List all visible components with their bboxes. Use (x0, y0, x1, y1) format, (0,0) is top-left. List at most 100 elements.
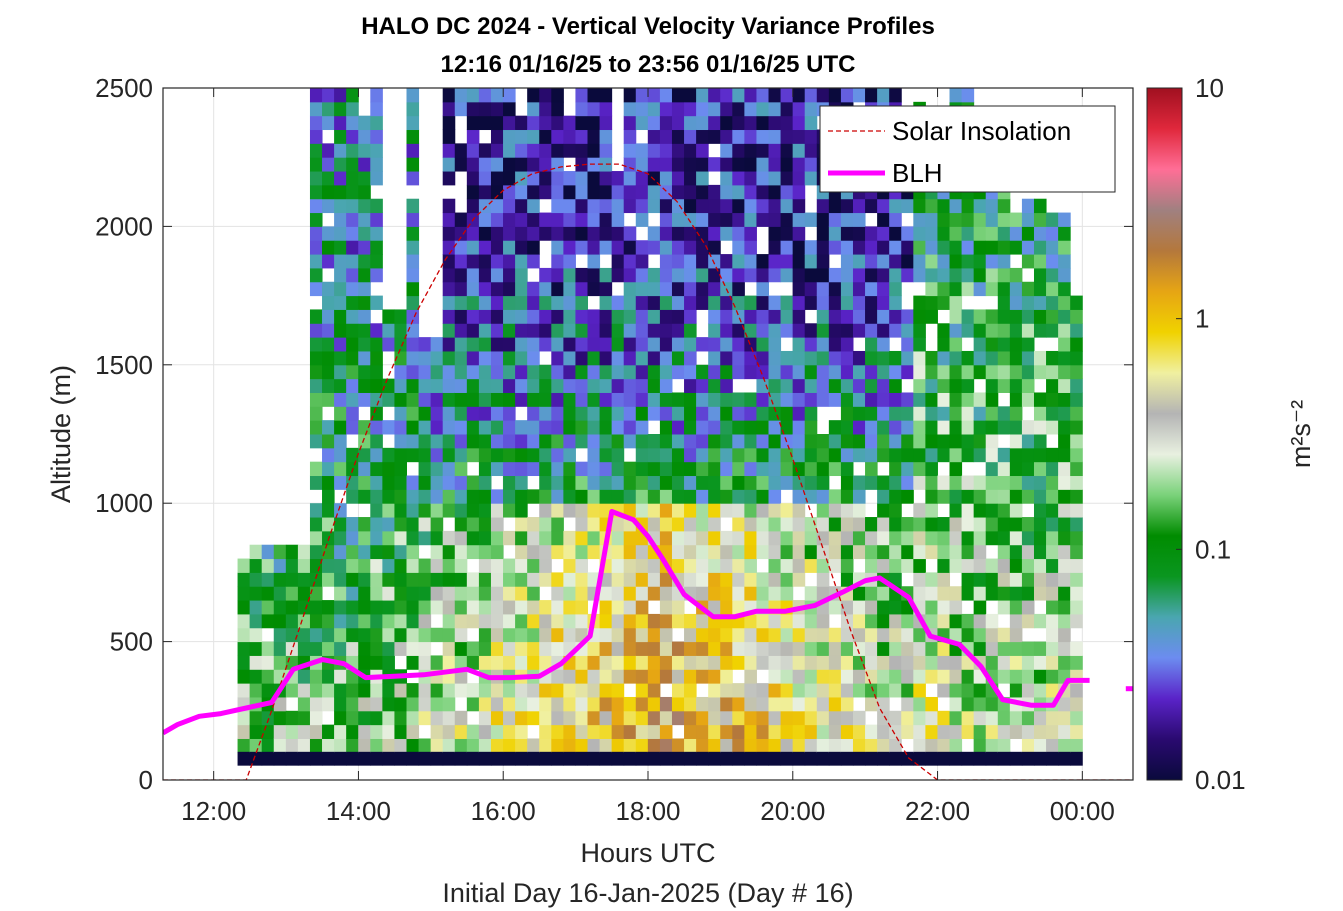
heatmap-cell (1070, 586, 1083, 601)
heatmap-cell (1058, 226, 1071, 241)
heatmap-cell (756, 517, 770, 532)
heatmap-cell (1009, 586, 1023, 601)
heatmap-cell (768, 129, 782, 144)
heatmap-cell (804, 751, 818, 766)
heatmap-cell (309, 751, 323, 766)
heatmap-cell (684, 115, 697, 131)
heatmap-cell (973, 600, 987, 615)
heatmap-cell (684, 461, 697, 477)
heatmap-cell (732, 683, 745, 698)
heatmap-cell (515, 350, 528, 366)
heatmap-cell (828, 392, 842, 407)
heatmap-cell (466, 613, 480, 629)
heatmap-cell (334, 544, 347, 560)
heatmap-cell (852, 434, 866, 449)
heatmap-cell (816, 572, 830, 587)
heatmap-cell (877, 655, 890, 670)
heatmap-cell (1058, 309, 1071, 324)
heatmap-cell (563, 461, 576, 477)
heatmap-cell (792, 281, 806, 297)
heatmap-cell (478, 267, 492, 283)
heatmap-cell (382, 309, 395, 324)
heatmap-cell (358, 212, 371, 227)
heatmap-cell (1033, 240, 1047, 255)
heatmap-cell (1058, 406, 1071, 421)
heatmap-cell (780, 350, 794, 366)
heatmap-cell (454, 434, 468, 449)
heatmap-cell (309, 171, 323, 186)
heatmap-cell (563, 129, 576, 144)
heatmap-cell (346, 751, 359, 766)
heatmap-cell (889, 489, 902, 504)
heatmap-cell (635, 724, 649, 739)
heatmap-cell (478, 364, 492, 380)
heatmap-cell (913, 392, 926, 407)
heatmap-cell (1021, 489, 1035, 504)
heatmap-cell (322, 184, 335, 200)
heatmap-cell (503, 115, 516, 131)
heatmap-cell (358, 710, 371, 726)
heatmap-cell (539, 337, 552, 352)
heatmap-cell (539, 129, 552, 144)
heatmap-cell (1070, 641, 1083, 656)
heatmap-cell (901, 198, 914, 214)
heatmap-cell (659, 323, 673, 338)
heatmap-cell (1046, 461, 1059, 477)
heatmap-cell (587, 669, 601, 684)
heatmap-cell (671, 129, 685, 144)
heatmap-cell (515, 655, 528, 670)
heatmap-cell (1021, 724, 1035, 739)
heatmap-cell (515, 157, 528, 172)
heatmap-cell (816, 655, 830, 670)
heatmap-cell (575, 115, 589, 131)
heatmap-cell (997, 517, 1011, 532)
heatmap-cell (804, 641, 818, 656)
heatmap-cell (647, 447, 661, 463)
heatmap-cell (563, 378, 576, 393)
heatmap-cell (840, 337, 854, 352)
heatmap-cell (671, 751, 685, 766)
heatmap-cell (563, 710, 576, 726)
heatmap-cell (418, 641, 432, 656)
heatmap-cell (780, 143, 794, 158)
heatmap-cell (297, 600, 311, 615)
heatmap-cell (792, 434, 806, 449)
heatmap-cell (611, 309, 625, 324)
heatmap-cell (780, 655, 794, 670)
heatmap-cell (816, 447, 830, 463)
heatmap-cell (768, 267, 782, 283)
heatmap-cell (1070, 447, 1083, 463)
heatmap-cell (1021, 198, 1035, 214)
heatmap-cell (889, 710, 902, 726)
heatmap-cell (273, 613, 287, 629)
heatmap-cell (358, 254, 371, 269)
heatmap-cell (684, 295, 697, 310)
heatmap-cell (961, 475, 975, 490)
heatmap-cell (551, 115, 564, 131)
heatmap-cell (865, 517, 878, 532)
heatmap-cell (901, 461, 914, 477)
heatmap-cell (720, 558, 733, 573)
heatmap-cell (877, 627, 890, 643)
heatmap-cell (997, 461, 1011, 477)
heatmap-cell (1070, 420, 1083, 435)
heatmap-cell (816, 544, 830, 560)
heatmap-cell (732, 171, 745, 186)
heatmap-cell (671, 517, 685, 532)
heatmap-cell (515, 171, 528, 186)
heatmap-cell (466, 254, 480, 269)
heatmap-cell (563, 115, 576, 131)
heatmap-cell (334, 696, 347, 712)
heatmap-cell (490, 655, 504, 670)
heatmap-cell (575, 655, 589, 670)
heatmap-cell (985, 198, 999, 214)
heatmap-cell (430, 420, 444, 435)
heatmap-cell (563, 503, 576, 518)
heatmap-cell (466, 586, 480, 601)
heatmap-cell (901, 696, 914, 712)
heatmap-cell (780, 669, 794, 684)
heatmap-cell (551, 240, 564, 255)
heatmap-cell (611, 669, 625, 684)
heatmap-cell (708, 240, 721, 255)
heatmap-cell (611, 350, 625, 366)
